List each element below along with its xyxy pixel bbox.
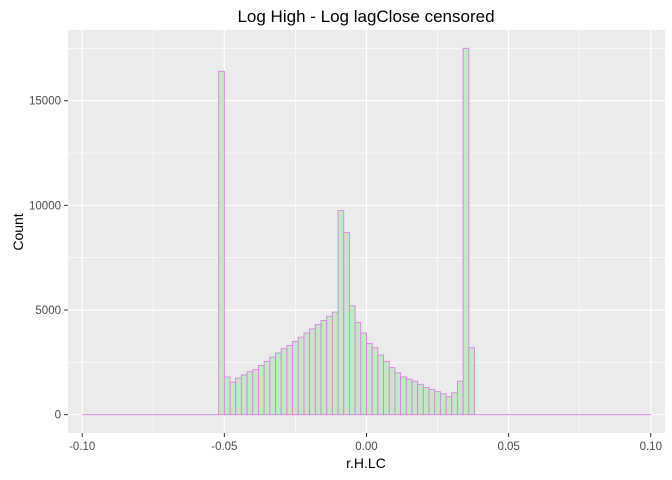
histogram-bar xyxy=(320,320,328,416)
x-tick-label: -0.05 xyxy=(211,441,237,453)
histogram-bar xyxy=(343,232,350,416)
histogram-bar xyxy=(445,396,453,416)
histogram-bar xyxy=(422,387,430,416)
histogram-bar xyxy=(314,324,322,416)
histogram-bar xyxy=(354,322,362,416)
y-tick-label: 10000 xyxy=(29,200,61,212)
histogram-bar xyxy=(371,347,379,416)
histogram-bar xyxy=(428,389,436,416)
histogram-bar xyxy=(394,372,402,416)
histogram-bar xyxy=(280,348,288,416)
histogram-bar xyxy=(383,360,390,416)
histogram-bar xyxy=(411,380,419,416)
y-tick-label: 0 xyxy=(55,410,61,422)
histogram-bar xyxy=(462,47,470,416)
x-tick-label: 0.00 xyxy=(355,441,377,453)
histogram-bar xyxy=(326,315,333,416)
histogram-bar xyxy=(451,392,458,416)
histogram-bar xyxy=(457,380,464,416)
y-axis-ticks: 0 5000 10000 15000 xyxy=(29,96,68,422)
histogram-bar xyxy=(309,328,316,416)
y-axis-title: Count xyxy=(10,213,26,250)
x-tick-label: 0.10 xyxy=(640,441,662,453)
histogram-bar xyxy=(258,365,265,416)
histogram-bar xyxy=(388,367,396,416)
histogram-bar xyxy=(348,305,356,416)
x-tick-label: -0.10 xyxy=(69,441,95,453)
histogram-bar xyxy=(405,378,413,416)
y-tick-label: 15000 xyxy=(29,96,61,108)
histogram-bar xyxy=(303,332,311,416)
y-tick-label: 5000 xyxy=(35,305,61,317)
histogram-bar xyxy=(252,369,259,416)
histogram-bars xyxy=(81,47,652,416)
histogram-bar xyxy=(360,332,367,416)
x-tick-label: 0.05 xyxy=(497,441,519,453)
histogram-bar xyxy=(246,371,254,416)
histogram-bar xyxy=(223,376,231,416)
histogram-bar xyxy=(286,345,294,416)
x-axis-ticks: -0.10 -0.05 0.00 0.05 0.10 xyxy=(69,433,662,453)
histogram-bar xyxy=(263,360,271,416)
histogram-bar xyxy=(417,383,424,416)
histogram-bar xyxy=(229,381,237,416)
histogram-bar xyxy=(331,311,339,416)
histogram-bar xyxy=(468,347,475,416)
histogram-bar xyxy=(434,391,441,416)
histogram-bar xyxy=(337,210,345,416)
chart-title: Log High - Log lagClose censored xyxy=(237,7,494,26)
histogram-bar xyxy=(235,377,242,416)
histogram-bar xyxy=(377,354,385,416)
histogram-bar xyxy=(275,352,282,416)
histogram-bar xyxy=(218,70,225,416)
histogram-bar xyxy=(297,336,305,416)
histogram-bar xyxy=(240,374,248,416)
histogram-bar xyxy=(439,393,447,416)
histogram-bar xyxy=(400,376,407,416)
x-axis-title: r.H.LC xyxy=(346,455,386,471)
histogram-bar xyxy=(366,343,373,416)
histogram-bar xyxy=(269,356,276,416)
histogram-bar xyxy=(292,340,299,416)
